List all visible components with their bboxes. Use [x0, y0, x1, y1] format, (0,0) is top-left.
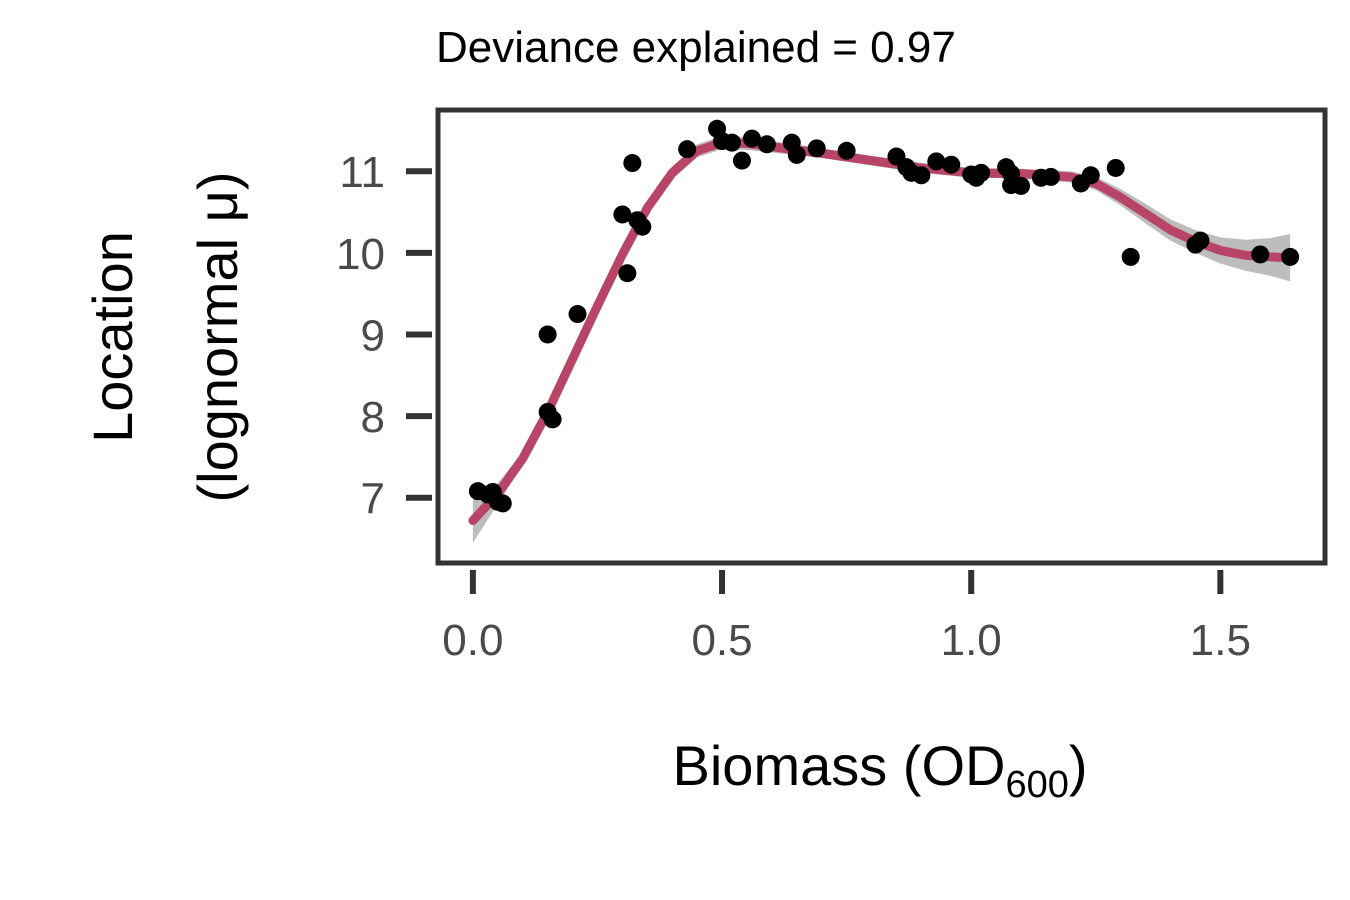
y-tick-label: 9 [361, 311, 385, 360]
data-point [837, 141, 856, 160]
y-tick-label: 11 [339, 148, 385, 197]
data-point [742, 129, 761, 148]
x-axis-label-main: Biomass (OD [673, 734, 1006, 797]
y-tick-label: 8 [361, 393, 385, 442]
data-point [757, 135, 776, 154]
data-point [1041, 167, 1060, 186]
x-tick-label: 0.0 [442, 616, 503, 665]
x-axis: 0.0 0.5 1.0 1.5 [442, 570, 1251, 665]
data-point [1121, 247, 1140, 266]
data-point [723, 133, 742, 152]
y-axis-label: Location (lognormal μ) [81, 171, 249, 502]
x-tick-label: 1.0 [941, 616, 1002, 665]
y-tick-label: 7 [361, 475, 385, 524]
data-point [1081, 166, 1100, 185]
data-point [613, 205, 632, 224]
data-point [732, 151, 751, 170]
data-point [1191, 231, 1210, 250]
y-axis-label-line1: Location [81, 231, 144, 443]
data-point [1106, 158, 1125, 177]
data-point [633, 217, 652, 236]
x-tick-label: 0.5 [691, 616, 752, 665]
data-point [678, 140, 697, 159]
plot-area [468, 119, 1300, 543]
data-point [618, 264, 637, 283]
y-tick-label: 10 [336, 230, 385, 279]
data-point [927, 152, 946, 171]
y-axis: 7 8 9 10 11 [336, 148, 432, 524]
x-axis-label: Biomass (OD600) [673, 734, 1088, 806]
data-point [1012, 176, 1031, 195]
x-axis-label-close: ) [1069, 734, 1088, 797]
data-point [568, 305, 587, 324]
data-point [807, 139, 826, 158]
chart-title: Deviance explained = 0.97 [436, 23, 956, 72]
data-point [912, 166, 931, 185]
confidence-band [472, 136, 1291, 543]
data-point [493, 494, 512, 513]
fit-line [468, 138, 1295, 526]
data-point [1281, 247, 1300, 266]
data-point [623, 154, 642, 173]
data-point [538, 325, 557, 344]
data-point [1251, 245, 1270, 264]
data-point [543, 410, 562, 429]
plot-frame [435, 107, 1328, 566]
data-point [942, 155, 961, 174]
y-axis-label-line2: (lognormal μ) [186, 171, 249, 502]
data-point [972, 163, 991, 182]
x-tick-label: 1.5 [1190, 616, 1251, 665]
data-point [787, 145, 806, 164]
x-axis-label-subscript: 600 [1005, 764, 1068, 806]
